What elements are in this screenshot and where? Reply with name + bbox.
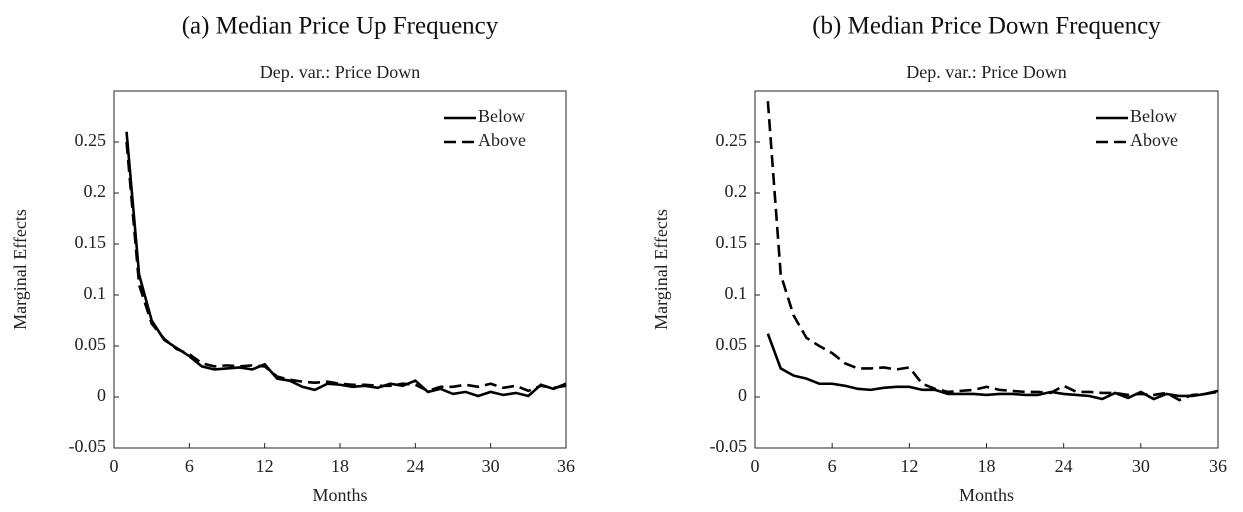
data-line <box>766 101 1219 402</box>
caption: (a) Median Price Up Frequency <box>182 13 499 40</box>
x-tick-label: 0 <box>110 456 119 476</box>
y-tick-label: 0.05 <box>75 334 107 354</box>
y-tick-label: 0.15 <box>75 232 107 252</box>
x-tick-label: 30 <box>482 456 500 476</box>
y-tick-label: 0.25 <box>716 130 748 150</box>
legend-label: Below <box>478 106 525 126</box>
y-tick-label: 0.2 <box>725 181 748 201</box>
x-tick-label: 6 <box>185 456 194 476</box>
y-tick-label: 0.05 <box>716 334 748 354</box>
plot-title: Dep. var.: Price Down <box>906 62 1066 82</box>
y-tick-label: 0.1 <box>84 283 107 303</box>
x-tick-label: 18 <box>978 456 996 476</box>
y-tick-label: -0.05 <box>710 436 748 456</box>
legend-label: Above <box>478 130 526 150</box>
x-tick-label: 36 <box>1209 456 1227 476</box>
data-line <box>766 333 1219 401</box>
x-axis-label: Months <box>959 485 1014 505</box>
y-tick-label: 0.2 <box>84 181 107 201</box>
y-tick-label: 0 <box>97 385 106 405</box>
x-tick-label: 18 <box>331 456 349 476</box>
caption: (b) Median Price Down Frequency <box>812 13 1161 40</box>
x-tick-label: 24 <box>406 456 424 476</box>
data-line <box>125 141 567 393</box>
y-axis-label: Marginal Effects <box>651 209 671 330</box>
x-tick-label: 36 <box>557 456 575 476</box>
y-tick-label: 0 <box>738 385 747 405</box>
y-axis-label: Marginal Effects <box>10 209 30 330</box>
x-tick-label: 12 <box>256 456 274 476</box>
x-tick-label: 6 <box>828 456 837 476</box>
x-tick-label: 24 <box>1055 456 1073 476</box>
x-tick-label: 0 <box>751 456 760 476</box>
y-tick-label: -0.05 <box>69 436 107 456</box>
data-line <box>125 131 567 398</box>
y-tick-label: 0.1 <box>725 283 748 303</box>
legend-label: Above <box>1130 130 1178 150</box>
x-tick-label: 12 <box>900 456 918 476</box>
plot-title: Dep. var.: Price Down <box>260 62 420 82</box>
x-axis-label: Months <box>312 485 367 505</box>
y-tick-label: 0.25 <box>75 130 107 150</box>
y-tick-label: 0.15 <box>716 232 748 252</box>
x-tick-label: 30 <box>1132 456 1150 476</box>
legend-label: Below <box>1130 106 1177 126</box>
